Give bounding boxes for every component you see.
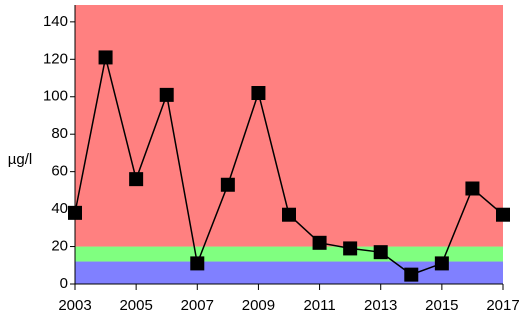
marker bbox=[251, 86, 266, 101]
x-tick-label: 2015 bbox=[425, 297, 458, 314]
marker bbox=[434, 256, 449, 271]
marker bbox=[404, 267, 419, 282]
x-tick-label: 2009 bbox=[242, 297, 275, 314]
marker bbox=[129, 172, 144, 187]
band bbox=[75, 261, 503, 284]
y-axis-label: µg/l bbox=[8, 151, 33, 168]
y-tick-label: 80 bbox=[51, 125, 68, 142]
x-tick-label: 2007 bbox=[181, 297, 214, 314]
marker bbox=[373, 245, 388, 260]
marker bbox=[159, 87, 174, 102]
marker bbox=[282, 207, 296, 222]
marker bbox=[465, 181, 480, 196]
y-tick-label: 40 bbox=[51, 200, 68, 217]
band bbox=[75, 5, 503, 247]
y-tick-label: 20 bbox=[51, 238, 68, 255]
x-tick-label: 2013 bbox=[364, 297, 397, 314]
marker bbox=[312, 235, 327, 250]
y-tick-label: 60 bbox=[51, 163, 68, 180]
y-tick-label: 140 bbox=[43, 13, 68, 30]
marker bbox=[343, 241, 358, 256]
y-tick-label: 120 bbox=[43, 50, 68, 67]
marker bbox=[190, 256, 205, 271]
x-tick-label: 2017 bbox=[486, 297, 519, 314]
band bbox=[75, 246, 503, 262]
x-tick-label: 2003 bbox=[58, 297, 91, 314]
marker bbox=[220, 177, 235, 192]
x-tick-label: 2005 bbox=[119, 297, 152, 314]
marker bbox=[98, 50, 113, 65]
marker bbox=[68, 205, 82, 220]
y-tick-label: 0 bbox=[60, 275, 68, 292]
y-tick-label: 100 bbox=[43, 88, 68, 105]
x-tick-label: 2011 bbox=[303, 297, 335, 314]
marker bbox=[496, 207, 510, 222]
